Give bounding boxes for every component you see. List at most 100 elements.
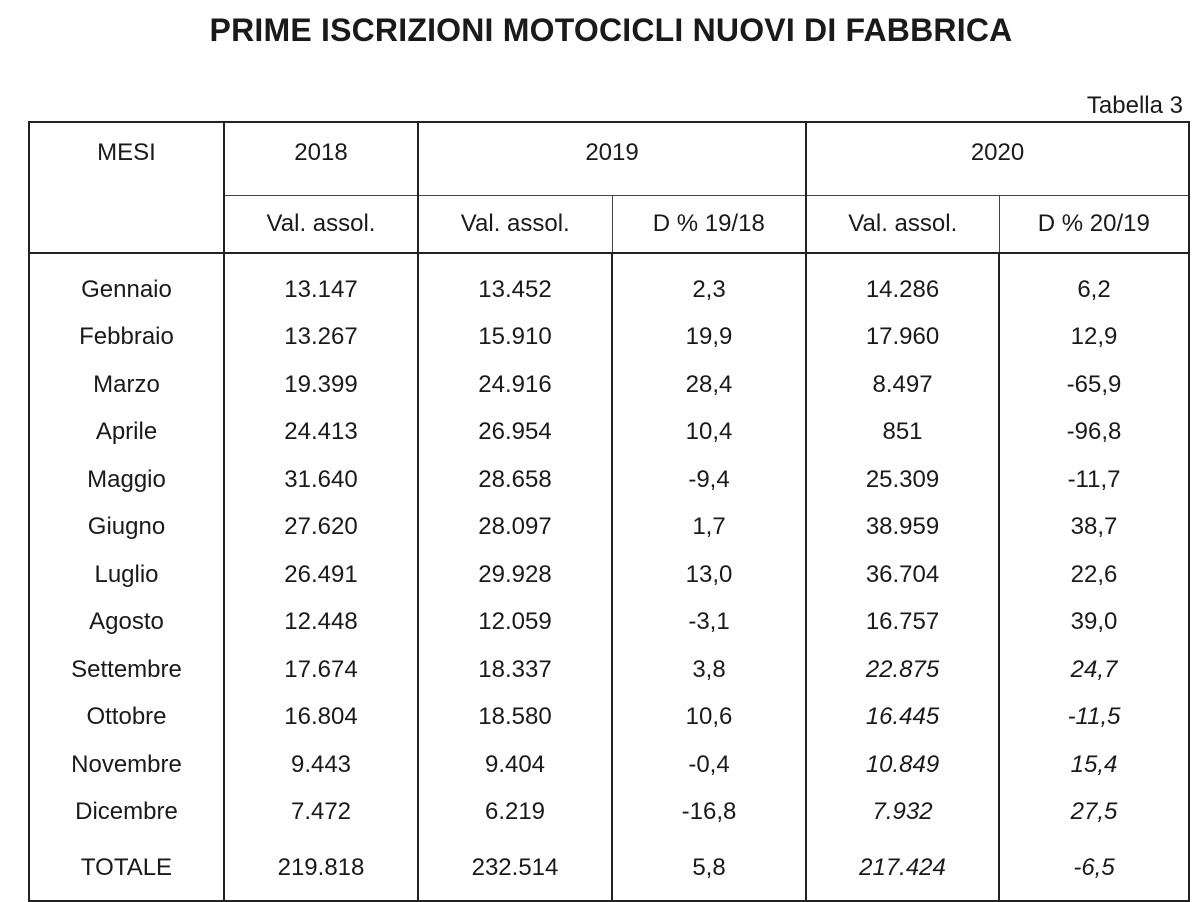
cell-val-2020: 14.286 <box>805 266 1000 314</box>
cell-val-2018: 27.620 <box>223 503 418 551</box>
cell-val-2018: 24.413 <box>223 408 418 456</box>
table-row: Dicembre 7.472 6.219 -16,8 7.932 27,5 <box>29 788 1190 836</box>
cell-val-2020: 36.704 <box>805 551 1000 599</box>
cell-val-2019: 28.097 <box>417 503 612 551</box>
cell-mese: Settembre <box>71 655 182 683</box>
cell-val-2020: 851 <box>805 408 1000 456</box>
cell-mese: Novembre <box>71 750 182 778</box>
cell-val-2020: 17.960 <box>805 313 1000 361</box>
cell-delta-19-18: 13,0 <box>610 551 807 599</box>
spacer-cell <box>610 253 807 266</box>
cell-val-2020: 7.932 <box>805 788 1000 836</box>
table-row: Novembre 9.443 9.404 -0,4 10.849 15,4 <box>29 741 1190 789</box>
cell-val-2019: 24.916 <box>417 361 612 409</box>
cell-val-2019: 13.452 <box>417 266 612 314</box>
cell-delta-19-18: 19,9 <box>610 313 807 361</box>
cell-total-delta-20-19: -6,5 <box>998 836 1190 901</box>
cell-delta-19-18: 1,7 <box>610 503 807 551</box>
table-row: Maggio 31.640 28.658 -9,4 25.309 -11,7 <box>29 456 1190 504</box>
table-row: Gennaio 13.147 13.452 2,3 14.286 6,2 <box>29 266 1190 314</box>
table-row: Ottobre 16.804 18.580 10,6 16.445 -11,5 <box>29 693 1190 741</box>
cell-delta-20-19: -11,7 <box>998 456 1190 504</box>
cell-mese: Gennaio <box>81 275 172 303</box>
cell-val-2018: 7.472 <box>223 788 418 836</box>
cell-val-2019: 29.928 <box>417 551 612 599</box>
cell-val-2020: 16.757 <box>805 598 1000 646</box>
cell-val-2020: 10.849 <box>805 741 1000 789</box>
table-row: Luglio 26.491 29.928 13,0 36.704 22,6 <box>29 551 1190 599</box>
cell-delta-19-18: 10,6 <box>610 693 807 741</box>
cell-delta-20-19: 12,9 <box>998 313 1190 361</box>
spacer-row <box>29 253 1190 266</box>
cell-total-label: TOTALE <box>80 854 173 881</box>
cell-delta-19-18: -9,4 <box>610 456 807 504</box>
header-delta-19-18: D % 19/18 <box>611 195 807 253</box>
cell-delta-20-19: -96,8 <box>998 408 1190 456</box>
cell-val-2019: 9.404 <box>417 741 612 789</box>
cell-delta-19-18: 2,3 <box>610 266 807 314</box>
cell-mese: Marzo <box>93 370 160 398</box>
cell-val-2018: 31.640 <box>223 456 418 504</box>
cell-mese: Maggio <box>87 465 166 493</box>
cell-val-2019: 15.910 <box>417 313 612 361</box>
cell-val-2018: 17.674 <box>223 646 418 694</box>
cell-mese: Febbraio <box>79 323 174 351</box>
cell-val-2019: 26.954 <box>417 408 612 456</box>
cell-delta-20-19: 39,0 <box>998 598 1190 646</box>
spacer-cell <box>998 253 1190 266</box>
cell-val-2020: 16.445 <box>805 693 1000 741</box>
cell-total-delta-19-18: 5,8 <box>610 836 807 901</box>
page-title: PRIME ISCRIZIONI MOTOCICLI NUOVI DI FABB… <box>209 12 1013 48</box>
cell-val-2018: 13.147 <box>223 266 418 314</box>
registrations-table: MESI 2018 2019 2020 Val. assol. Val. ass… <box>28 121 1191 902</box>
header-mesi: MESI <box>97 139 156 166</box>
table-row: Marzo 19.399 24.916 28,4 8.497 -65,9 <box>29 361 1190 409</box>
header-delta-20-19: D % 20/19 <box>998 195 1190 253</box>
spacer-cell <box>805 253 1000 266</box>
cell-val-2019: 18.580 <box>417 693 612 741</box>
cell-val-2019: 28.658 <box>417 456 612 504</box>
cell-delta-19-18: 3,8 <box>610 646 807 694</box>
header-val-2020: Val. assol. <box>805 195 1000 253</box>
cell-delta-19-18: -16,8 <box>610 788 807 836</box>
cell-mese: Agosto <box>89 608 164 636</box>
table-row: Giugno 27.620 28.097 1,7 38.959 38,7 <box>29 503 1190 551</box>
header-val-2019: Val. assol. <box>417 195 612 253</box>
cell-delta-19-18: 28,4 <box>610 361 807 409</box>
table-row: Settembre 17.674 18.337 3,8 22.875 24,7 <box>29 646 1190 694</box>
cell-val-2018: 26.491 <box>223 551 418 599</box>
table-row: Febbraio 13.267 15.910 19,9 17.960 12,9 <box>29 313 1190 361</box>
cell-delta-20-19: 24,7 <box>998 646 1190 694</box>
cell-delta-19-18: 10,4 <box>610 408 807 456</box>
cell-val-2018: 19.399 <box>223 361 418 409</box>
spacer-cell <box>417 253 612 266</box>
cell-mese: Giugno <box>87 513 166 541</box>
header-year-2019: 2019 <box>416 122 807 196</box>
cell-delta-20-19: 38,7 <box>998 503 1190 551</box>
cell-delta-19-18: -3,1 <box>610 598 807 646</box>
cell-delta-20-19: 22,6 <box>998 551 1190 599</box>
table-header: MESI 2018 2019 2020 Val. assol. Val. ass… <box>29 122 1190 253</box>
cell-val-2019: 18.337 <box>417 646 612 694</box>
cell-total-2020: 217.424 <box>805 836 1000 901</box>
cell-delta-20-19: -11,5 <box>998 693 1190 741</box>
cell-delta-20-19: 15,4 <box>998 741 1190 789</box>
cell-val-2020: 38.959 <box>805 503 1000 551</box>
cell-val-2018: 13.267 <box>223 313 418 361</box>
table-row: Agosto 12.448 12.059 -3,1 16.757 39,0 <box>29 598 1190 646</box>
cell-val-2020: 22.875 <box>805 646 1000 694</box>
cell-val-2020: 8.497 <box>805 361 1000 409</box>
cell-delta-20-19: 6,2 <box>998 266 1190 314</box>
cell-val-2019: 6.219 <box>417 788 612 836</box>
cell-delta-19-18: -0,4 <box>610 741 807 789</box>
cell-total-2019: 232.514 <box>417 836 612 901</box>
header-val-2018: Val. assol. <box>223 195 418 253</box>
spacer-cell <box>223 253 418 266</box>
cell-mese: Ottobre <box>86 703 167 731</box>
cell-val-2020: 25.309 <box>805 456 1000 504</box>
table-body: Gennaio 13.147 13.452 2,3 14.286 6,2 Feb… <box>29 253 1190 901</box>
table-label: Tabella 3 <box>1086 92 1183 119</box>
cell-val-2018: 12.448 <box>223 598 418 646</box>
cell-delta-20-19: -65,9 <box>998 361 1190 409</box>
spacer-cell <box>29 253 224 266</box>
